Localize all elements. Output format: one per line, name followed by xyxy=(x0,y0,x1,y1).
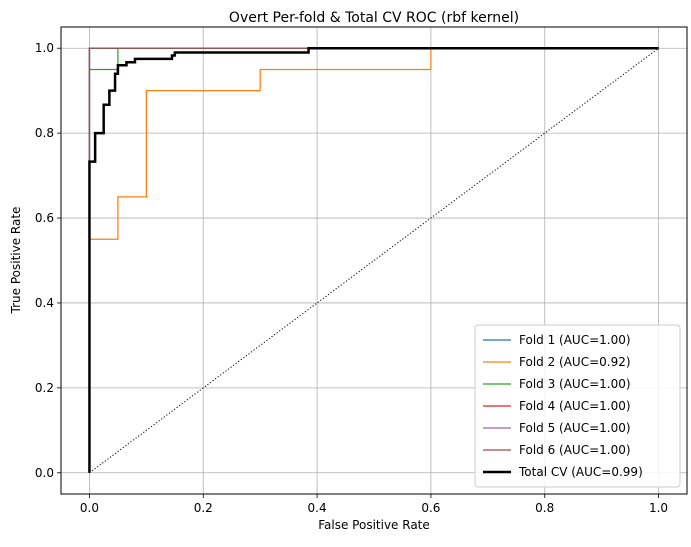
x-tick-label: 0.8 xyxy=(535,501,554,515)
legend: Fold 1 (AUC=1.00) Fold 2 (AUC=0.92) Fold 3… xyxy=(474,324,681,488)
legend-entry: Fold 3 (AUC=1.00) xyxy=(519,377,631,391)
y-tick-label: 1.0 xyxy=(35,41,54,55)
y-tick-label: 0.6 xyxy=(35,211,54,225)
plot-frame xyxy=(60,26,688,495)
y-tick-label: 0.0 xyxy=(35,466,54,480)
x-axis-label: False Positive Rate xyxy=(318,518,430,532)
x-tick-label: 1.0 xyxy=(649,501,668,515)
legend-entry: Fold 2 (AUC=0.92) xyxy=(519,355,631,369)
x-tick-label: 0.4 xyxy=(308,501,327,515)
axis-ticks: 0.0 0.2 0.4 0.6 0.8 1.0 0.0 0.2 0.4 0.6 0.8 1.0 xyxy=(35,41,668,515)
series-lines xyxy=(88,46,659,473)
legend-entry: Fold 4 (AUC=1.00) xyxy=(519,399,631,413)
legend-entry: Fold 5 (AUC=1.00) xyxy=(519,421,631,435)
x-tick-label: 0.0 xyxy=(80,501,99,515)
legend-box xyxy=(474,324,681,488)
x-tick-label: 0.6 xyxy=(421,501,440,515)
series-line-7 xyxy=(88,46,659,473)
legend-entry: Total CV (AUC=0.99) xyxy=(518,465,643,479)
y-tick-label: 0.2 xyxy=(35,381,54,395)
series-line-2 xyxy=(88,47,659,473)
legend-entry: Fold 1 (AUC=1.00) xyxy=(519,333,631,347)
legend-entry: Fold 6 (AUC=1.00) xyxy=(519,443,631,457)
grid xyxy=(61,27,687,494)
x-tick-label: 0.2 xyxy=(194,501,213,515)
y-axis-label: True Positive Rate xyxy=(9,207,23,315)
y-tick-label: 0.8 xyxy=(35,126,54,140)
chart-title: Overt Per-fold & Total CV ROC (rbf kerne… xyxy=(229,10,519,26)
y-tick-label: 0.4 xyxy=(35,296,54,310)
